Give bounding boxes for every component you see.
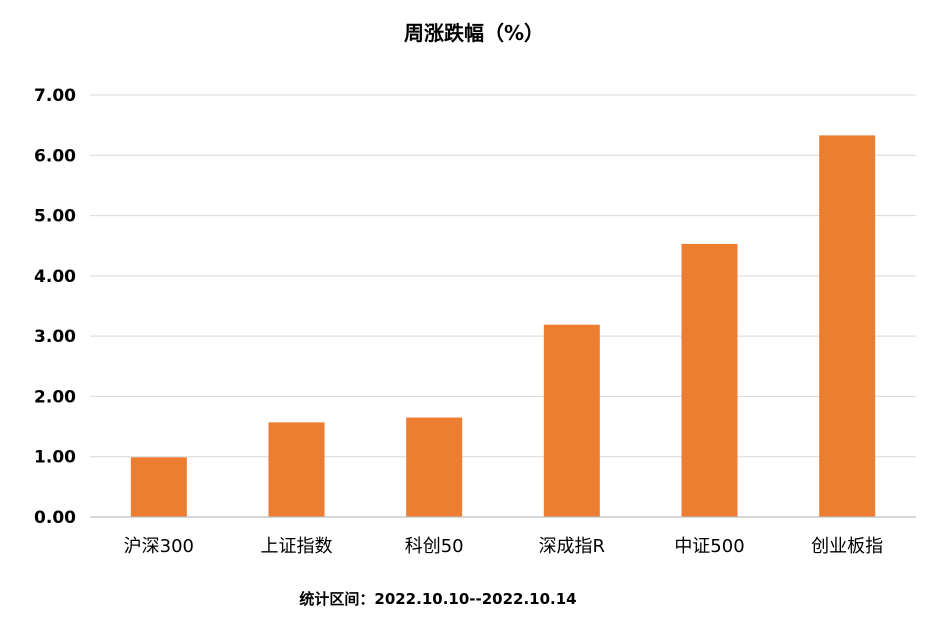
y-tick-label: 4.00 — [34, 267, 76, 287]
chart-title: 周涨跌幅（%） — [404, 21, 544, 45]
y-axis-ticks: 0.00 1.00 2.00 3.00 4.00 5.00 6.00 7.00 — [34, 86, 76, 528]
bar-1 — [130, 457, 187, 517]
x-tick-label: 沪深300 — [124, 536, 194, 557]
bar-5 — [681, 243, 738, 518]
gridlines — [90, 94, 916, 458]
y-tick-label: 2.00 — [34, 387, 76, 407]
bar-2 — [268, 422, 325, 517]
y-tick-label: 7.00 — [34, 86, 76, 106]
x-tick-label: 上证指数 — [261, 536, 333, 557]
bar-3 — [406, 417, 463, 517]
y-tick-label: 5.00 — [34, 207, 76, 227]
bar-4 — [543, 324, 600, 517]
y-tick-label: 3.00 — [34, 327, 76, 347]
x-axis-ticks: 沪深300 上证指数 科创50 深成指R 中证500 创业板指 — [124, 536, 884, 557]
date-range-footnote: 统计区间：2022.10.10--2022.10.14 — [299, 590, 576, 608]
y-tick-label: 6.00 — [34, 146, 76, 166]
x-tick-label: 创业板指 — [811, 536, 883, 557]
x-tick-label: 中证500 — [674, 536, 744, 557]
y-tick-label: 0.00 — [34, 508, 76, 528]
x-tick-label: 深成指R — [539, 536, 606, 557]
y-tick-label: 1.00 — [34, 448, 76, 468]
x-tick-label: 科创50 — [405, 536, 464, 557]
bars — [130, 135, 876, 518]
bar-6 — [819, 135, 876, 518]
